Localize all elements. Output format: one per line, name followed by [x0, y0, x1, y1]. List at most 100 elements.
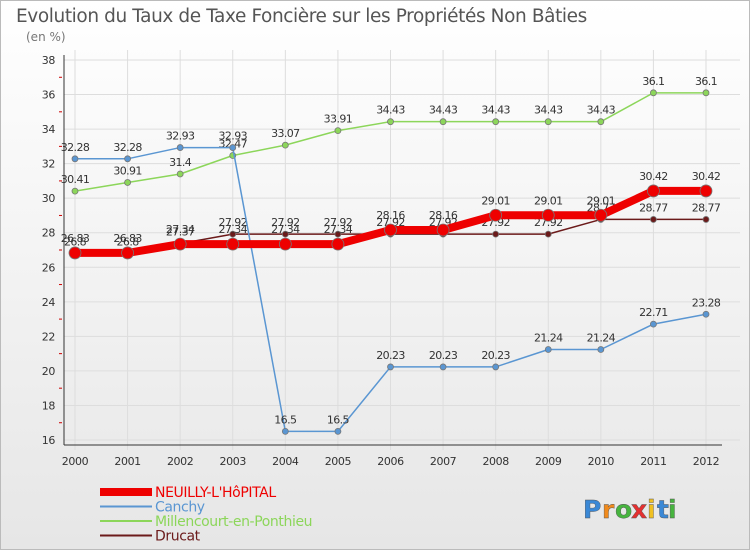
data-label: 34.43 — [534, 104, 563, 117]
data-label: 29.01 — [481, 194, 510, 207]
logo-letter: x — [631, 495, 647, 524]
y-tick-label: 22 — [42, 330, 55, 343]
x-tick-label: 2001 — [114, 455, 140, 468]
data-label: 20.23 — [429, 349, 458, 362]
data-label: 34.43 — [481, 104, 510, 117]
data-label: 30.91 — [113, 164, 142, 177]
data-point — [492, 363, 500, 371]
data-point — [650, 320, 657, 328]
data-label: 27.34 — [219, 223, 248, 236]
x-tick-label: 2000 — [62, 455, 89, 468]
data-label: 32.28 — [113, 141, 142, 154]
data-point — [702, 310, 710, 318]
data-label: 26.83 — [61, 232, 90, 245]
data-label: 27.92 — [324, 216, 353, 229]
data-label: 34.43 — [376, 104, 405, 117]
data-point — [331, 237, 345, 251]
data-label: 33.91 — [324, 113, 353, 126]
data-point — [489, 208, 503, 222]
data-label: 28.16 — [376, 209, 405, 222]
data-point — [699, 184, 713, 198]
series-neuilly-l-h-pital: 26.83 26.83 27.34 27.34 27.34 27.34 28.16 28.16… — [61, 170, 721, 260]
data-point — [281, 230, 289, 238]
data-point — [492, 230, 500, 238]
legend: NEUILLY-L'HôPITALCanchyMillencourt-en-Po… — [100, 485, 313, 545]
data-label: 21.24 — [534, 331, 563, 344]
data-label: 28.16 — [429, 209, 458, 222]
data-point — [597, 118, 605, 126]
data-label: 16.5 — [274, 413, 297, 426]
data-point — [278, 237, 292, 251]
y-tick-label: 28 — [42, 227, 56, 240]
data-label: 33.07 — [271, 127, 300, 140]
logo-letter: i — [668, 495, 677, 524]
data-point — [281, 141, 289, 149]
x-tick-label: 2009 — [535, 455, 562, 468]
data-point — [650, 216, 657, 223]
data-point — [647, 184, 660, 198]
data-label: 36.1 — [642, 75, 664, 88]
data-label: 27.92 — [219, 216, 248, 229]
data-point — [173, 237, 187, 251]
data-label: 30.42 — [639, 170, 668, 183]
data-label: 26.8 — [64, 235, 87, 248]
legend-label: Canchy — [155, 500, 205, 516]
data-label: 22.71 — [639, 306, 668, 319]
y-tick-label: 16 — [42, 434, 56, 447]
y-tick-label: 34 — [42, 123, 56, 136]
data-point — [544, 346, 552, 353]
data-point — [594, 208, 608, 222]
data-point — [544, 118, 552, 126]
data-point — [281, 427, 289, 435]
logo-letter: t — [657, 495, 669, 524]
data-point — [229, 144, 237, 151]
x-tick-label: 2012 — [693, 455, 719, 468]
data-point — [334, 427, 342, 435]
legend-label: Drucat — [155, 529, 201, 545]
x-tick-label: 2003 — [220, 455, 247, 468]
data-point — [439, 363, 447, 371]
data-point — [597, 346, 605, 353]
data-label: 30.42 — [692, 170, 721, 183]
data-point — [124, 179, 131, 186]
x-tick-label: 2011 — [640, 455, 666, 468]
data-label: 21.24 — [587, 331, 616, 344]
legend-label: NEUILLY-L'HôPITAL — [155, 485, 276, 501]
chart-subtitle: (en %) — [26, 30, 66, 44]
logo-letter: P — [583, 495, 601, 524]
x-tick-label: 2005 — [325, 455, 352, 468]
x-tick-label: 2004 — [272, 455, 299, 468]
data-point — [176, 144, 184, 151]
data-label: 28.77 — [692, 201, 721, 214]
logo-letter: i — [647, 495, 656, 524]
data-label: 27.92 — [271, 216, 300, 229]
data-point — [229, 230, 237, 238]
data-point — [387, 363, 394, 371]
data-label: 27.92 — [534, 216, 563, 229]
data-label: 30.41 — [61, 173, 90, 186]
data-label: 34.43 — [587, 104, 616, 117]
data-label: 20.23 — [376, 349, 405, 362]
data-label: 32.28 — [61, 141, 90, 154]
data-point — [492, 118, 500, 126]
x-tick-label: 2007 — [430, 455, 457, 468]
axes: 16 18 20 22 24 26 28 30 32 34 36 38 2000 2001 2002 2003… — [42, 54, 722, 468]
data-label: 26.83 — [113, 232, 142, 245]
data-point — [176, 170, 184, 178]
data-label: 32.93 — [219, 130, 248, 143]
y-tick-label: 36 — [42, 89, 56, 102]
data-point — [68, 246, 82, 260]
x-tick-label: 2006 — [377, 455, 404, 468]
data-label: 29.01 — [534, 194, 563, 207]
data-label: 20.23 — [481, 349, 510, 362]
data-point — [544, 230, 552, 238]
logo-letter: r — [602, 495, 615, 524]
x-tick-label: 2010 — [588, 455, 615, 468]
data-label: 29.01 — [587, 194, 616, 207]
data-point — [439, 118, 447, 126]
y-tick-label: 30 — [42, 192, 56, 205]
data-point — [650, 89, 657, 97]
